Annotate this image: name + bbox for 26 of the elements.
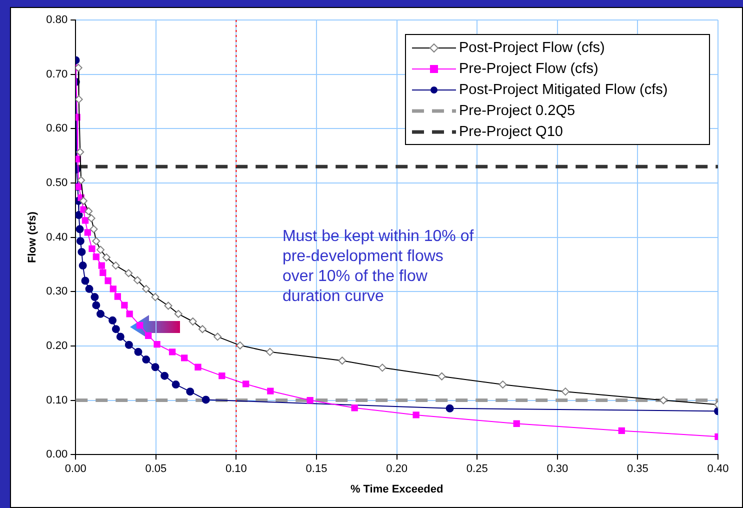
legend-label: Post-Project Flow (cfs) <box>459 40 605 56</box>
x-tick-label: 0.25 <box>466 463 488 476</box>
legend-label: Pre-Project 0.2Q5 <box>459 102 576 118</box>
x-tick-label: 0.20 <box>386 463 408 476</box>
y-tick-label: 0.70 <box>46 68 68 80</box>
y-axis-title: Flow (cfs) <box>26 211 39 263</box>
x-axis-title: % Time Exceeded <box>350 483 444 496</box>
x-tick-label: 0.00 <box>64 463 86 476</box>
y-tick-label: 0.50 <box>46 177 68 190</box>
y-tick-label: 0.40 <box>46 231 68 244</box>
y-tick-label: 0.00 <box>46 448 68 461</box>
legend-label: Pre-Project Flow (cfs) <box>459 60 598 76</box>
y-tick-label: 0.60 <box>46 122 68 135</box>
y-tick-label: 0.20 <box>46 340 68 352</box>
legend-label: Pre-Project Q10 <box>459 124 563 140</box>
y-tick-label: 0.10 <box>46 394 68 406</box>
x-tick-label: 0.10 <box>225 463 247 476</box>
x-tick-label: 0.05 <box>145 463 167 476</box>
legend-label: Post-Project Mitigated Flow (cfs) <box>459 82 668 98</box>
annotation: Must be kept within 10% of pre-development flows over 10% of the flow duration curve <box>282 228 474 306</box>
y-tick-label: 0.80 <box>46 14 68 26</box>
x-tick-label: 0.35 <box>626 463 648 476</box>
x-tick-label: 0.15 <box>306 463 328 476</box>
x-tick-label: 0.30 <box>546 463 568 476</box>
x-tick-label: 0.40 <box>707 463 729 476</box>
y-tick-label: 0.30 <box>46 286 68 298</box>
